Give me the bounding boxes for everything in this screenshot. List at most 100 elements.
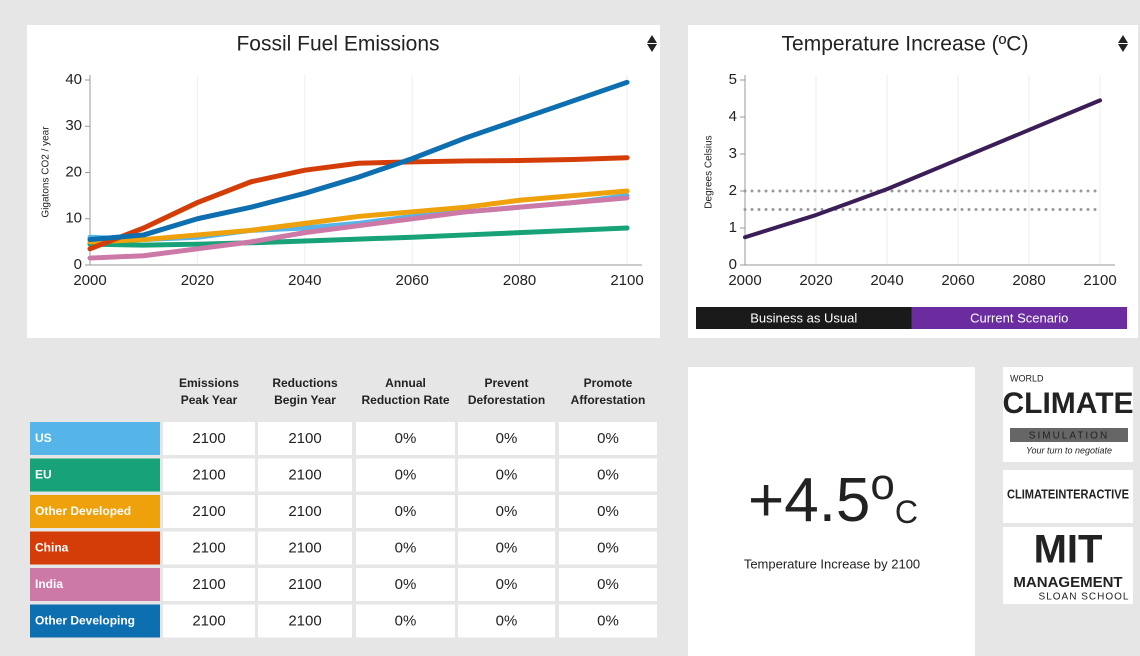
table-cell: [356, 458, 455, 492]
legend-label: Business as Usual: [750, 310, 857, 325]
column-header: Afforestation: [571, 393, 646, 407]
y-tick-label: 1: [729, 219, 737, 236]
column-header: Emissions: [179, 376, 239, 390]
table-cell: [258, 422, 352, 455]
chart-selector[interactable]: [647, 35, 657, 52]
table-cell: [559, 531, 657, 565]
table-value: 0%: [395, 612, 417, 629]
region-cell: [30, 458, 160, 492]
table-cell: [163, 458, 255, 492]
summary-caption: Temperature Increase by 2100: [744, 556, 920, 571]
x-tick-label: 2080: [1012, 272, 1045, 289]
region-label: China: [35, 541, 69, 555]
logo-text: MIT: [1034, 528, 1103, 572]
table-cell: [356, 422, 455, 455]
column-header: Reductions: [272, 376, 338, 390]
x-tick-label: 2080: [503, 272, 536, 289]
table-value: 0%: [597, 612, 619, 629]
region-cell: [30, 422, 160, 455]
table-cell: [458, 531, 555, 565]
table-cell: [458, 422, 555, 455]
y-tick-label: 10: [65, 210, 82, 227]
table-cell: [163, 422, 255, 455]
table-value: 2100: [192, 430, 225, 447]
y-tick-label: 0: [729, 256, 737, 273]
table-value: 2100: [288, 430, 321, 447]
logo-text: WORLD: [1010, 373, 1044, 383]
table-cell: [258, 458, 352, 492]
x-tick-label: 2000: [73, 272, 106, 289]
series-line: [87, 195, 630, 261]
table-cell: [356, 531, 455, 565]
x-tick-label: 2000: [728, 272, 761, 289]
temperature-panel: [688, 25, 1138, 338]
logo-text: SLOAN SCHOOL: [1039, 592, 1130, 603]
region-label: EU: [35, 468, 52, 482]
x-tick-label: 2040: [288, 272, 321, 289]
table-value: 2100: [288, 612, 321, 629]
column-header: Deforestation: [468, 393, 545, 407]
series-line: [743, 98, 1102, 240]
x-tick-label: 2060: [941, 272, 974, 289]
logo-text: CLIMATE: [1002, 387, 1133, 420]
chart-title: Temperature Increase (ºC): [782, 33, 1029, 56]
table-cell: [163, 604, 255, 638]
y-tick-label: 2: [729, 182, 737, 199]
y-tick-label: 20: [65, 163, 82, 180]
table-value: 2100: [288, 466, 321, 483]
region-label: Other Developed: [35, 504, 131, 518]
table-value: 0%: [496, 503, 518, 520]
table-value: 0%: [597, 576, 619, 593]
climate-interactive-logo: [1003, 470, 1133, 523]
region-cell: [30, 531, 160, 565]
table-cell: [458, 604, 555, 638]
x-tick-label: 2100: [610, 272, 643, 289]
logo-text: CLIMATEINTERACTIVE: [1007, 486, 1129, 501]
table-value: 2100: [192, 466, 225, 483]
logo-text: SIMULATION: [1029, 431, 1109, 442]
table-cell: [163, 531, 255, 565]
legend-label: Current Scenario: [970, 310, 1068, 325]
region-cell: [30, 568, 160, 601]
summary-value: +4.5: [748, 466, 870, 535]
table-value: 2100: [288, 503, 321, 520]
table-cell: [559, 458, 657, 492]
column-header: Reduction Rate: [361, 393, 449, 407]
column-header: Promote: [584, 376, 633, 390]
y-axis-label: Gigatons CO2 / year: [41, 126, 52, 218]
logo-text: MANAGEMENT: [1013, 574, 1122, 591]
table-cell: [559, 495, 657, 528]
y-tick-label: 0: [74, 256, 82, 273]
temperature-summary: +4.5oC: [748, 460, 918, 536]
table-value: 0%: [496, 430, 518, 447]
table-cell: [258, 531, 352, 565]
summary-unit: C: [895, 494, 918, 530]
table-value: 0%: [395, 576, 417, 593]
table-cell: [559, 568, 657, 601]
y-axis-label: Degrees Celsius: [704, 135, 715, 208]
region-label: India: [35, 577, 63, 591]
y-tick-label: 30: [65, 117, 82, 134]
x-tick-label: 2100: [1083, 272, 1116, 289]
table-value: 2100: [192, 539, 225, 556]
region-label: US: [35, 431, 52, 445]
chart-title: Fossil Fuel Emissions: [236, 33, 439, 56]
region-label: Other Developing: [35, 614, 135, 628]
table-cell: [356, 568, 455, 601]
series-line: [87, 188, 630, 245]
logo-band: [1010, 428, 1128, 442]
table-value: 0%: [597, 539, 619, 556]
table-value: 2100: [192, 503, 225, 520]
series-line: [87, 225, 630, 248]
y-tick-label: 40: [65, 71, 82, 88]
column-header: Begin Year: [274, 393, 336, 407]
summary-degree: o: [870, 460, 894, 509]
table-cell: [163, 495, 255, 528]
y-tick-label: 3: [729, 145, 737, 162]
legend-swatch: [696, 307, 912, 329]
mit-logo: [1003, 527, 1133, 604]
table-value: 2100: [288, 539, 321, 556]
chart-selector[interactable]: [1118, 35, 1128, 52]
table-value: 0%: [496, 466, 518, 483]
